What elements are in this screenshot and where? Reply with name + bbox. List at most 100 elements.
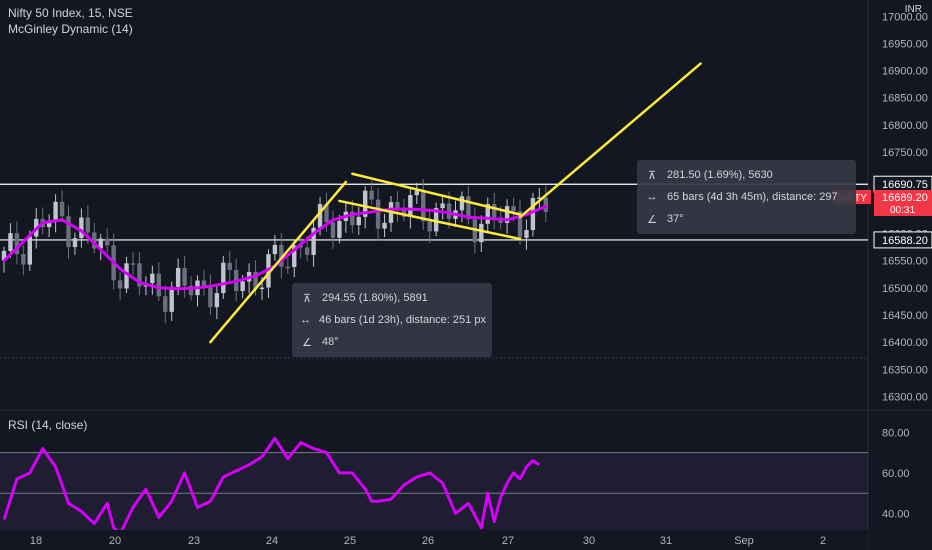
price-tick: 16350.00 (882, 364, 928, 376)
rsi-label: RSI (14, close) (8, 418, 88, 432)
candle-body (330, 222, 336, 238)
candle-body (504, 206, 510, 223)
candle-body (292, 245, 297, 267)
candle-body (324, 204, 329, 223)
level-label: 16690.75 (882, 179, 928, 191)
candle-body (459, 196, 465, 211)
candle-body (433, 208, 439, 232)
candle-body (66, 216, 71, 248)
candle-body (421, 190, 426, 222)
candle-body (85, 217, 91, 233)
candle-body (227, 262, 232, 270)
time-tick: 18 (30, 535, 42, 547)
candle-body (169, 286, 174, 312)
candle-body (272, 244, 278, 255)
candle-body (524, 230, 529, 238)
candle-body (214, 293, 220, 308)
candle-body (492, 204, 497, 218)
candle-body (46, 221, 52, 228)
price-tick: 16500.00 (882, 283, 928, 295)
tooltip-angle: 37° (667, 213, 684, 225)
time-axis: 18 20 23 24 25 26 27 30 31 Sep 2 (0, 530, 868, 550)
bars-icon: ↔ (646, 191, 658, 203)
candlestick-series (1, 179, 548, 324)
time-tick: Sep (734, 535, 754, 547)
candle-body (317, 204, 323, 228)
candle-body (1, 250, 7, 261)
candle-body (130, 263, 136, 265)
candle-body (382, 222, 387, 229)
candle-body (304, 247, 310, 255)
range-icon: ⊼ (647, 169, 657, 182)
candle-body (485, 204, 490, 224)
time-tick: 27 (502, 535, 514, 547)
trend-line-1 (351, 172, 522, 216)
candle-body (285, 266, 290, 269)
candle-body (105, 238, 110, 246)
candle-body (59, 201, 65, 217)
angle-icon: ∠ (302, 336, 312, 349)
time-tick: 20 (109, 535, 121, 547)
bars-icon: ↔ (300, 314, 311, 326)
candle-body (240, 281, 245, 292)
candle-body (511, 206, 516, 212)
candle-body (79, 217, 84, 239)
candle-body (163, 296, 168, 312)
candle-body (259, 287, 265, 290)
time-tick: 23 (188, 535, 200, 547)
angle-icon: ∠ (647, 213, 657, 226)
candle-body (350, 211, 355, 226)
price-tick: 16850.00 (882, 93, 928, 105)
candle-body (208, 286, 213, 308)
symbol-title: Nifty 50 Index, 15, NSE (8, 6, 133, 20)
level-label: 16588.20 (882, 235, 928, 247)
candle-body (150, 273, 155, 283)
price-tick: 16400.00 (882, 337, 928, 349)
candle-body (98, 238, 103, 249)
tooltip-bars: 46 bars (1d 23h), distance: 251 px (319, 314, 486, 326)
candle-body (479, 223, 484, 243)
price-tick: 16800.00 (882, 120, 928, 132)
candle-body (182, 268, 187, 286)
candle-body (175, 268, 181, 287)
rsi-tick: 80.00 (882, 427, 910, 439)
candle-body (53, 201, 58, 222)
candle-body (221, 262, 226, 294)
price-badge-value: 16689.20 (882, 192, 928, 204)
candle-body (537, 197, 542, 200)
candle-body (8, 233, 13, 251)
rsi-panel (0, 452, 868, 535)
candle-body (124, 263, 129, 289)
price-axis: 17000.00 16950.00 16900.00 16850.00 16800.00… (833, 11, 932, 520)
candle-body (253, 271, 258, 290)
candle-body (369, 190, 374, 200)
tooltip-range: 281.50 (1.69%), 5630 (667, 169, 773, 181)
candle-body (446, 203, 452, 219)
price-tick: 16750.00 (882, 147, 928, 159)
candle-body (530, 198, 536, 231)
rsi-pane (0, 410, 868, 550)
trend-line-2 (338, 199, 522, 241)
candle-body (27, 236, 32, 265)
candle-body (21, 254, 26, 265)
candle-body (363, 190, 368, 217)
indicator-label: McGinley Dynamic (14) (8, 22, 133, 36)
price-tick: 16300.00 (882, 391, 928, 403)
candle-body (201, 280, 207, 287)
measure-tooltip-1: ⊼ 294.55 (1.80%), 5891 ↔ 46 bars (1d 23h),… (292, 283, 492, 357)
candle-body (188, 285, 194, 296)
price-tick: 16950.00 (882, 38, 928, 50)
trend-lines (209, 62, 702, 344)
candle-body (14, 233, 20, 255)
measure-tooltip-2: ⊼ 281.50 (1.69%), 5630 ↔ 65 bars (4d 3h 45… (637, 160, 856, 234)
price-tick: 16900.00 (882, 66, 928, 78)
time-tick: 30 (583, 535, 595, 547)
candle-body (337, 220, 342, 238)
candle-body (279, 244, 284, 267)
candle-body (72, 238, 78, 248)
rsi-tick: 40.00 (882, 508, 910, 520)
currency-label: INR (904, 4, 922, 15)
candle-body (440, 203, 445, 209)
rsi-line (2, 436, 541, 536)
